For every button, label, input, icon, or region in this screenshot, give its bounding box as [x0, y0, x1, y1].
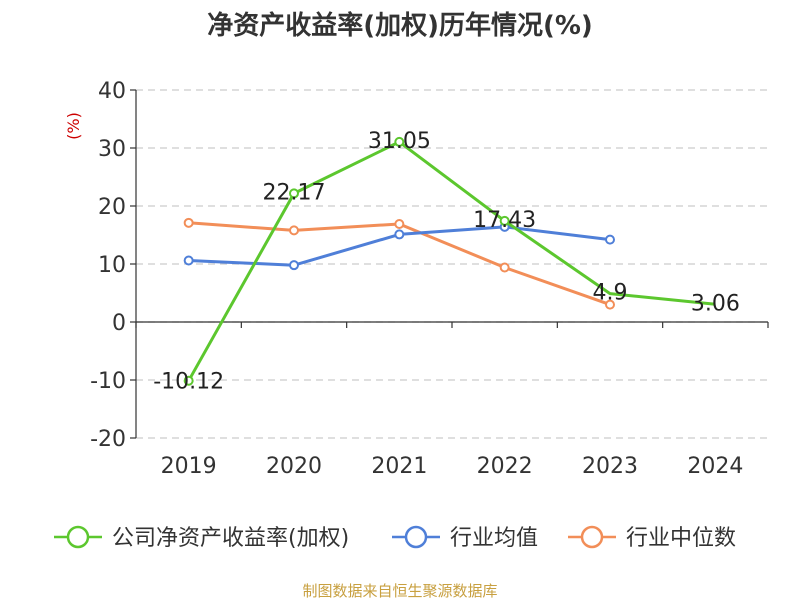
x-tick-label-2023: 2023: [582, 454, 638, 479]
axes: -20 -10 0 10 20 30 40 2019 2020 2021 2022 2023 2024: [90, 79, 769, 479]
source-note: 制图数据来自恒生聚源数据库: [302, 582, 497, 600]
y-tick-label-10: 10: [98, 253, 126, 278]
marker-s0-2021: [394, 136, 405, 147]
y-tick-label-30: 30: [98, 137, 126, 162]
legend-label-1: 行业均值: [450, 526, 538, 551]
marker-s2-2020: [289, 225, 299, 236]
marker-s2-2019: [183, 217, 194, 228]
marker-s0-2022: [499, 215, 510, 226]
legend-marker-0: [66, 525, 90, 549]
y-tick-label--20: -20: [90, 427, 126, 452]
marker-s2-2021: [394, 218, 405, 229]
data-labels: -10.12 22.17 31.05 17.43 4.9 3.06: [153, 129, 740, 395]
y-tick-label-20: 20: [98, 195, 126, 220]
marker-s2-2023: [605, 299, 615, 310]
x-tick-label-2024: 2024: [687, 454, 743, 479]
data-label-2021: 31.05: [368, 129, 431, 154]
data-label-2020: 22.17: [263, 180, 326, 205]
series-line-0: [187, 140, 716, 382]
y-axis-unit: (%): [64, 112, 83, 140]
x-tick-label-2020: 2020: [266, 454, 322, 479]
legend-marker-1: [404, 525, 428, 549]
x-tick-label-2022: 2022: [477, 454, 533, 479]
marker-s1-2021: [394, 229, 405, 240]
marker-s1-2023: [605, 234, 615, 245]
marker-s0-2020: [289, 188, 299, 199]
series-lines: [183, 136, 716, 386]
x-tick-label-2021: 2021: [371, 454, 427, 479]
marker-s0-2019: [183, 375, 194, 386]
y-tick-label-0: 0: [112, 311, 126, 336]
data-label-2022: 17.43: [473, 208, 536, 233]
y-tick-label--10: -10: [90, 369, 126, 394]
chart-title: 净资产收益率(加权)历年情况(%): [207, 10, 593, 41]
marker-s2-2022: [499, 262, 510, 273]
legend-label-0: 公司净资产收益率(加权): [112, 526, 349, 551]
data-label-2023: 4.9: [593, 281, 628, 306]
marker-s1-2019: [183, 255, 194, 266]
legend-marker-2: [580, 525, 604, 549]
legend-label-2: 行业中位数: [626, 526, 736, 551]
gridlines: [136, 89, 768, 439]
marker-s1-2020: [289, 260, 299, 271]
data-label-2019: -10.12: [153, 370, 224, 395]
legend: 公司净资产收益率(加权) 行业均值 行业中位数: [54, 525, 736, 551]
data-label-2024: 3.06: [691, 291, 740, 316]
y-tick-label-40: 40: [98, 79, 126, 104]
x-tick-label-2019: 2019: [161, 454, 217, 479]
